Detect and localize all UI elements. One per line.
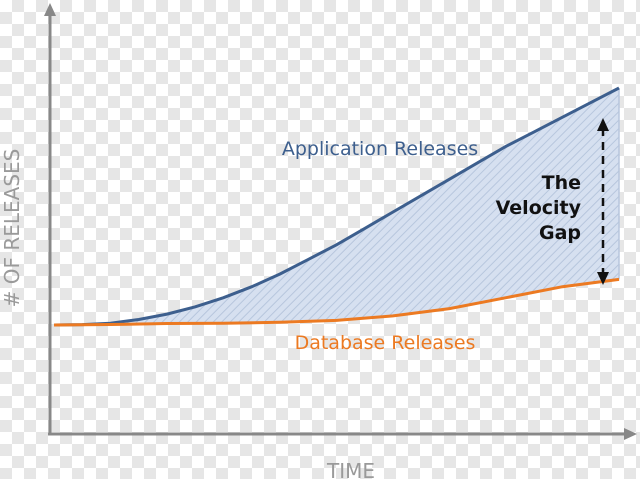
velocity-gap-label-line-3: Gap xyxy=(539,222,581,244)
velocity-gap-arrowhead-top xyxy=(597,118,609,131)
series-line-application-releases xyxy=(53,86,620,327)
y-axis-label: # OF RELEASES xyxy=(0,149,24,308)
x-axis-arrowhead xyxy=(624,428,637,440)
series-label-application-releases: Application Releases xyxy=(282,138,478,160)
velocity-gap-arrowhead-bottom xyxy=(597,272,609,285)
x-axis-label: TIME xyxy=(326,459,375,479)
velocity-gap-area xyxy=(54,88,619,325)
y-axis-arrowhead xyxy=(44,3,56,16)
velocity-gap-label-line-2: Velocity xyxy=(496,197,582,219)
series-label-database-releases: Database Releases xyxy=(295,332,476,354)
velocity-gap-label-line-1: The xyxy=(542,172,581,194)
series-line-database-releases xyxy=(53,277,620,327)
